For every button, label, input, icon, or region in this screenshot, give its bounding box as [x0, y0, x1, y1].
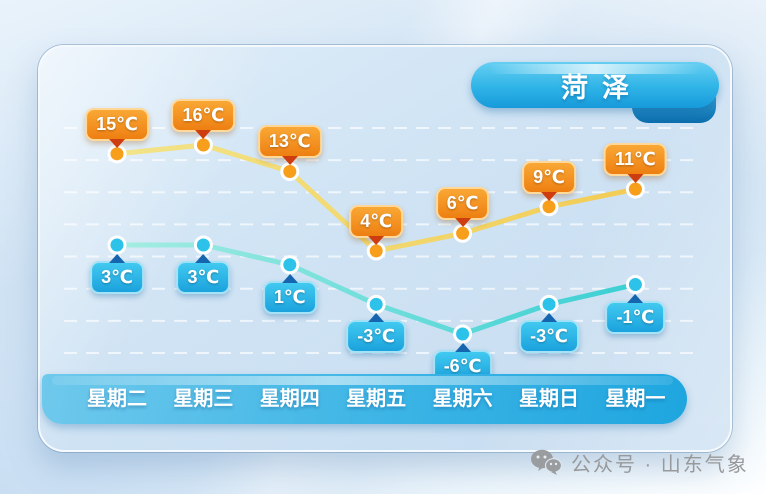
high-temp-label: 6℃ [435, 187, 490, 221]
low-temp-label: 1℃ [262, 280, 317, 314]
low-temp-label: -3℃ [346, 320, 407, 354]
day-label: 星期三 [173, 388, 234, 410]
wechat-icon [531, 449, 562, 475]
low-temp-label: -3℃ [519, 320, 579, 354]
day-label: 星期四 [259, 388, 320, 410]
day-label: 星期六 [432, 388, 493, 410]
day-label: 星期一 [605, 388, 666, 410]
high-temp-label: 11℃ [603, 143, 667, 177]
high-temp-label: 9℃ [522, 160, 576, 194]
day-label: 星期五 [346, 388, 407, 410]
day-label: 星期日 [519, 388, 579, 410]
high-temp-label: 4℃ [349, 204, 404, 238]
city-ribbon: 菏泽 [471, 62, 719, 108]
low-temp-label: 3℃ [176, 261, 231, 294]
low-temp-label: -1℃ [605, 300, 666, 334]
forecast-card: 菏泽 15℃ 16℃ 13℃ 4℃ 6℃ 9℃ 11℃ 3℃ 3℃ 1℃ -3℃ -6℃ -3℃ -1℃ … [38, 45, 732, 452]
high-temp-label: 16℃ [171, 99, 236, 132]
low-temp-label: 3℃ [90, 261, 144, 294]
high-temp-label: 13℃ [257, 125, 322, 159]
day-strip: 星期二 星期三 星期四 星期五 星期六 星期日 星期一 [42, 374, 687, 424]
footer-label: 公众号 · 山东气象 [571, 454, 749, 476]
high-temp-label: 15℃ [85, 107, 149, 141]
city-title: 菏泽 [561, 72, 643, 103]
footer: 公众号 · 山东气象 [530, 448, 749, 477]
day-label: 星期二 [87, 388, 147, 410]
